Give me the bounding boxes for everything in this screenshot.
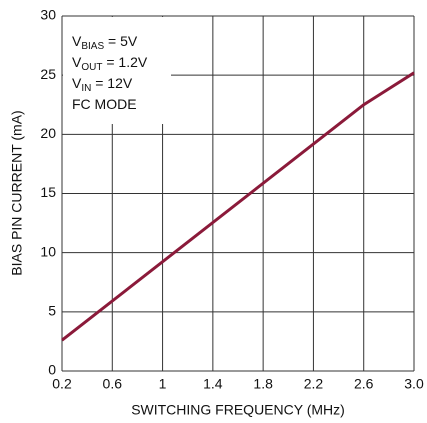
y-tick-label: 20 bbox=[40, 125, 56, 141]
data-line bbox=[61, 71, 415, 342]
annotation-part: OUT bbox=[81, 62, 102, 73]
x-tick-label: 0.6 bbox=[103, 376, 123, 392]
annotation-part: = 12V bbox=[91, 75, 133, 91]
x-axis-label: SWITCHING FREQUENCY (MHz) bbox=[131, 402, 345, 418]
annotation-part: IN bbox=[81, 83, 91, 94]
y-tick-label: 5 bbox=[48, 303, 56, 319]
y-tick-label: 30 bbox=[40, 7, 56, 23]
x-tick-label: 1.4 bbox=[203, 376, 223, 392]
annotation-box bbox=[63, 17, 171, 124]
x-tick-label: 0.2 bbox=[52, 376, 72, 392]
annotation-part: V bbox=[72, 54, 82, 70]
y-tick-label: 10 bbox=[40, 243, 56, 259]
annotation-part: V bbox=[72, 33, 82, 49]
annotation: VBIAS = 5V VOUT = 1.2V VIN = 12V FC MODE bbox=[72, 33, 148, 112]
annotation-part: = 5V bbox=[104, 33, 138, 49]
y-tick-label: 0 bbox=[48, 362, 56, 378]
x-tick-label: 3.0 bbox=[404, 376, 424, 392]
x-tick-label: 2.2 bbox=[304, 376, 324, 392]
y-tick-label: 25 bbox=[40, 66, 56, 82]
x-tick-label: 1 bbox=[159, 376, 167, 392]
annotation-part: FC MODE bbox=[72, 96, 137, 112]
annotation-part: V bbox=[72, 75, 82, 91]
annotation-part: BIAS bbox=[81, 41, 104, 52]
y-axis-label: BIAS PIN CURRENT (mA) bbox=[9, 110, 25, 275]
x-tick-label: 2.6 bbox=[354, 376, 374, 392]
x-tick-label: 1.8 bbox=[253, 376, 273, 392]
y-tick-label: 15 bbox=[40, 184, 56, 200]
annotation-part: = 1.2V bbox=[102, 54, 147, 70]
